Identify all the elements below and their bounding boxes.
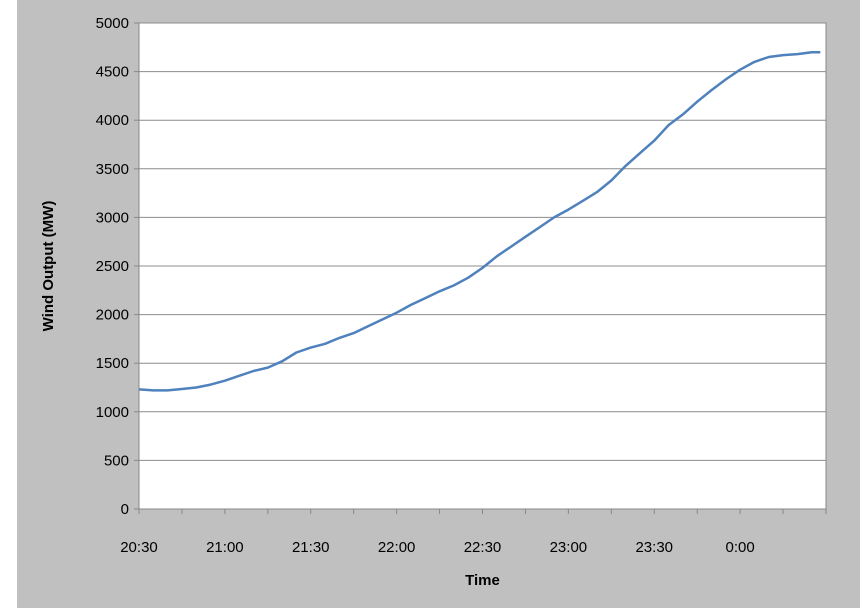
x-tick-label: 21:30 bbox=[292, 539, 330, 556]
y-tick-label: 1500 bbox=[96, 355, 129, 372]
y-axis-ticks: 0 500 1000 1500 2000 2500 3000 3500 4000 4500 5000 bbox=[96, 15, 139, 518]
gridlines bbox=[139, 22, 826, 461]
x-tick-label: 22:00 bbox=[378, 539, 416, 556]
y-tick-label: 500 bbox=[104, 452, 129, 469]
y-tick-label: 2000 bbox=[96, 307, 129, 324]
x-tick-label: 23:00 bbox=[550, 539, 588, 556]
y-tick-label: 3500 bbox=[96, 161, 129, 178]
y-tick-label: 2500 bbox=[96, 258, 129, 275]
y-tick-label: 4000 bbox=[96, 112, 129, 129]
x-tick-label: 22:30 bbox=[464, 539, 502, 556]
x-tick-label: 0:00 bbox=[726, 539, 755, 556]
x-tick-label: 21:00 bbox=[206, 539, 244, 556]
x-axis-title: Time bbox=[465, 572, 500, 589]
y-tick-label: 5000 bbox=[96, 15, 129, 32]
y-tick-label: 1000 bbox=[96, 404, 129, 421]
y-axis-title: Wind Output (MW) bbox=[40, 201, 57, 332]
y-tick-label: 0 bbox=[121, 501, 129, 518]
y-tick-label: 4500 bbox=[96, 64, 129, 81]
series-layer bbox=[138, 50, 821, 392]
y-tick-label: 3000 bbox=[96, 209, 129, 226]
x-tick-label: 20:30 bbox=[120, 539, 158, 556]
x-axis-ticks: 20:30 21:00 21:30 22:00 22:30 23:00 23:30 0:00 bbox=[120, 509, 827, 556]
x-tick-label: 23:30 bbox=[635, 539, 673, 556]
